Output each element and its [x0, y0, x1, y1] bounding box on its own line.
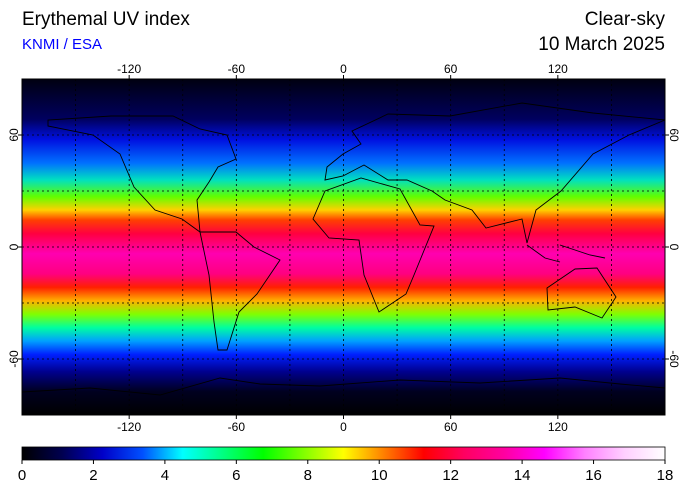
- graticule: [22, 79, 665, 415]
- colorbar-tick-label: 16: [585, 467, 602, 484]
- lon-tick-label: 60: [444, 420, 458, 434]
- colorbar-tick-label: 6: [232, 467, 240, 484]
- mode: Clear-sky: [585, 9, 666, 30]
- lon-tick-label: 120: [548, 62, 568, 76]
- lon-tick-label: 0: [340, 420, 347, 434]
- indonesia: [526, 244, 606, 263]
- colorbar-tick-label: 4: [161, 467, 169, 484]
- date: 10 March 2025: [538, 34, 665, 55]
- colorbar-axis: 0 2 4 6 8 10 12 14 16 18: [18, 460, 674, 484]
- lat-tick-label: 60: [7, 128, 21, 142]
- lon-tick-label: 0: [340, 62, 347, 76]
- colorbar-tick-label: 14: [514, 467, 531, 484]
- lon-tick-label: 60: [444, 62, 458, 76]
- lat-tick-label: 0: [667, 244, 681, 251]
- colorbar-tick-label: 0: [18, 467, 26, 484]
- lon-tick-label: -120: [117, 62, 141, 76]
- colorbar-tick-label: 12: [442, 467, 459, 484]
- colorbar-tick-label: 10: [371, 467, 388, 484]
- eurasia: [324, 102, 666, 244]
- africa: [312, 177, 435, 313]
- map-axes: -120 -120 -60 -60 0 0 60 60 120 120 -60 -60 0 0 60 60: [7, 62, 681, 434]
- lat-tick-label: 0: [7, 243, 21, 250]
- colorbar-tick-label: 8: [304, 467, 312, 484]
- title: Erythemal UV index: [22, 9, 190, 30]
- coastlines: [21, 102, 666, 396]
- lat-tick-label: 60: [667, 128, 681, 142]
- colorbar-tick-label: 18: [657, 467, 674, 484]
- south-america: [199, 231, 281, 351]
- lon-tick-label: 120: [548, 420, 568, 434]
- colorbar-tick-label: 2: [89, 467, 97, 484]
- antarctica: [21, 377, 666, 396]
- lon-tick-label: -60: [228, 420, 246, 434]
- australia: [546, 267, 617, 319]
- colorbar: [21, 446, 666, 461]
- lat-tick-label: -60: [667, 350, 681, 368]
- north-america: [47, 115, 237, 233]
- lon-tick-label: -60: [228, 62, 246, 76]
- subtitle: KNMI / ESA: [22, 36, 102, 53]
- lat-tick-label: -60: [7, 350, 21, 368]
- lon-tick-label: -120: [117, 420, 141, 434]
